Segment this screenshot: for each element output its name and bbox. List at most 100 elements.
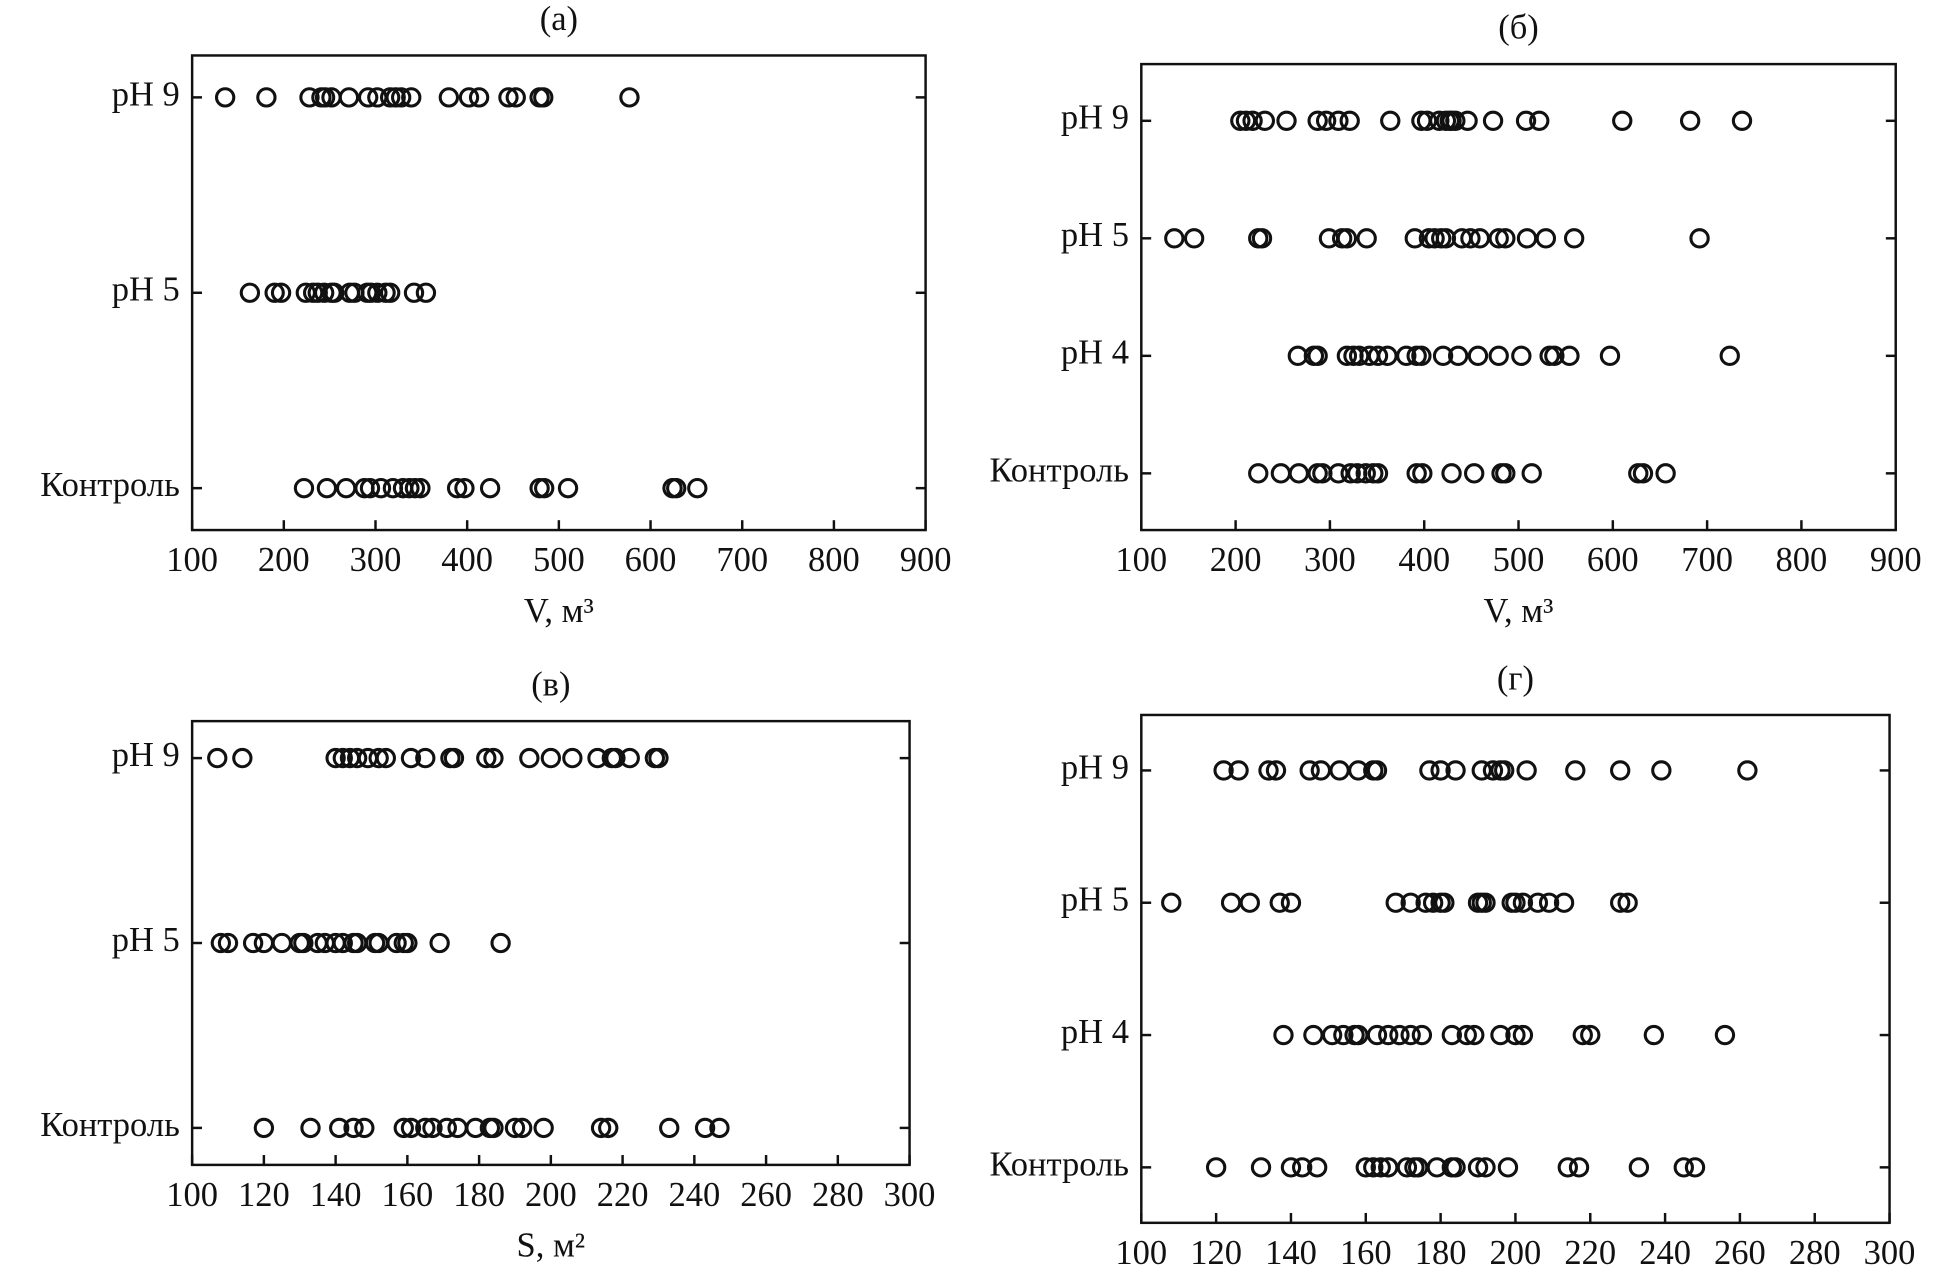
data-point — [458, 87, 480, 108]
data-point — [1307, 345, 1328, 367]
x-tick-label: 280 — [812, 1176, 864, 1214]
data-point — [1673, 1157, 1694, 1178]
x-tick-label: 220 — [1564, 1234, 1616, 1272]
data-point — [1422, 892, 1444, 913]
data-point — [1494, 760, 1515, 781]
data-point — [397, 932, 418, 954]
data-point — [1366, 1024, 1388, 1046]
data-point — [1315, 110, 1337, 131]
data-point — [1512, 892, 1534, 913]
data-point — [1328, 463, 1349, 484]
y-tick-label: pH 4 — [1061, 1013, 1129, 1051]
data-point — [214, 87, 236, 108]
x-axis-label: V, м³ — [1484, 592, 1554, 630]
data-point — [367, 282, 388, 303]
x-tick-label: 100 — [1115, 1234, 1167, 1272]
data-point — [1430, 760, 1451, 781]
data-point — [253, 932, 275, 954]
x-axis-label: S, м² — [517, 1227, 586, 1265]
data-point — [313, 282, 335, 303]
data-point — [1535, 228, 1557, 249]
data-point — [1355, 463, 1376, 484]
data-point — [1416, 110, 1438, 131]
data-point — [1628, 1157, 1650, 1178]
x-tick-label: 900 — [1870, 541, 1922, 579]
data-point — [359, 477, 381, 499]
data-point — [1367, 345, 1389, 367]
x-tick-label: 140 — [310, 1176, 362, 1214]
data-point — [1684, 1157, 1706, 1178]
data-point — [1617, 892, 1638, 913]
data-point — [1497, 1157, 1519, 1178]
x-tick-label: 300 — [1304, 541, 1356, 579]
data-point — [1714, 1024, 1736, 1046]
x-tick-label: 240 — [1639, 1234, 1691, 1272]
data-point — [1424, 228, 1445, 249]
data-point — [391, 87, 412, 108]
data-point — [1329, 760, 1350, 781]
data-point — [1276, 110, 1297, 131]
data-point — [454, 477, 475, 499]
data-point — [687, 477, 708, 499]
x-tick-label: 180 — [1415, 1234, 1467, 1272]
data-point — [404, 477, 426, 499]
data-point — [1288, 463, 1309, 484]
data-point — [1239, 892, 1260, 913]
data-point — [403, 282, 425, 303]
data-point — [1529, 110, 1550, 131]
data-point — [1339, 110, 1360, 131]
x-tick-label: 120 — [1190, 1234, 1242, 1272]
x-tick-label: 200 — [1490, 1234, 1542, 1272]
data-point — [354, 1117, 375, 1139]
data-point — [1679, 110, 1701, 131]
data-point — [590, 1117, 612, 1139]
data-point — [1553, 892, 1575, 913]
x-tick-label: 700 — [716, 541, 768, 579]
data-point — [232, 747, 253, 769]
data-point — [1400, 1024, 1421, 1046]
y-tick-label: pH 4 — [1061, 334, 1129, 372]
x-tick-label: 160 — [1340, 1234, 1392, 1272]
data-point — [1183, 228, 1205, 249]
x-tick-label: 800 — [808, 541, 860, 579]
data-point — [1460, 228, 1481, 249]
data-point — [1456, 1024, 1477, 1046]
data-point — [217, 932, 239, 954]
data-point — [598, 1117, 619, 1139]
data-point — [1495, 463, 1516, 484]
data-point — [1447, 345, 1469, 367]
data-point — [1269, 892, 1290, 913]
data-point — [1254, 110, 1276, 131]
data-point — [335, 477, 357, 499]
data-point — [1250, 1157, 1272, 1178]
data-point — [1340, 463, 1361, 484]
y-tick-label: Контроль — [40, 1106, 179, 1144]
data-point — [1370, 1157, 1391, 1178]
data-point — [1220, 892, 1242, 913]
data-point — [1441, 463, 1462, 484]
data-point — [1488, 345, 1509, 367]
data-point — [504, 1117, 526, 1139]
data-point — [270, 282, 292, 303]
data-point — [1488, 228, 1509, 249]
data-point — [490, 932, 511, 954]
data-point — [1651, 760, 1672, 781]
data-point — [429, 932, 450, 954]
data-point — [1378, 1024, 1399, 1046]
data-point — [1205, 1157, 1227, 1178]
data-point — [1310, 760, 1332, 781]
data-point — [1412, 463, 1433, 484]
data-point — [1612, 110, 1633, 131]
data-point — [534, 477, 555, 499]
x-tick-label: 200 — [1210, 541, 1262, 579]
data-point — [1632, 463, 1654, 484]
x-tick-label: 400 — [441, 541, 493, 579]
data-point — [1572, 1024, 1593, 1046]
data-point — [379, 282, 401, 303]
data-point — [1432, 345, 1454, 367]
y-tick-label: Контроль — [989, 1145, 1129, 1183]
data-point — [438, 87, 460, 108]
x-tick-label: 100 — [1115, 541, 1167, 579]
data-point — [314, 87, 336, 108]
data-point — [264, 282, 285, 303]
